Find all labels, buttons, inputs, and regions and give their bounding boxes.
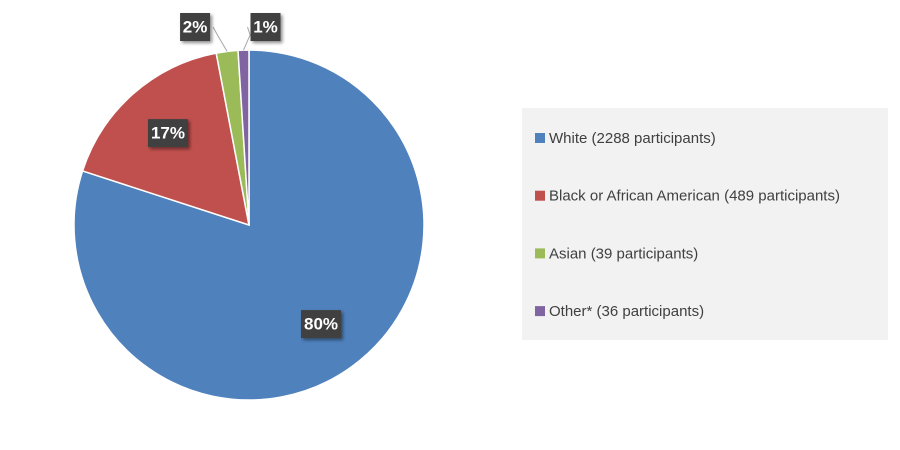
data-label-box (147, 119, 188, 148)
legend-label: Other* (36 participants) (549, 303, 704, 320)
legend: White (2288 participants) Black or Africa… (535, 130, 840, 320)
data-label-box (301, 310, 342, 339)
leader-line (212, 26, 228, 52)
legend-label: Asian (39 participants) (549, 245, 698, 262)
data-label-box (180, 13, 211, 41)
legend-swatch (535, 133, 545, 143)
legend-swatch (535, 248, 545, 259)
leader-line (243, 26, 251, 51)
legend-label: White (2288 participants) (549, 130, 716, 147)
data-label: 2% (183, 17, 208, 36)
legend-swatch (535, 190, 545, 201)
data-label: 80% (304, 315, 338, 334)
legend-label: Black or African American (489 participa… (549, 188, 840, 205)
pie (73, 49, 425, 401)
data-label: 17% (151, 124, 185, 143)
legend-swatch (535, 306, 545, 317)
legend-box (522, 108, 888, 340)
data-label-box (250, 13, 281, 41)
data-labels: 80% 17% 2% 1% (147, 13, 342, 339)
data-label: 1% (253, 17, 278, 36)
